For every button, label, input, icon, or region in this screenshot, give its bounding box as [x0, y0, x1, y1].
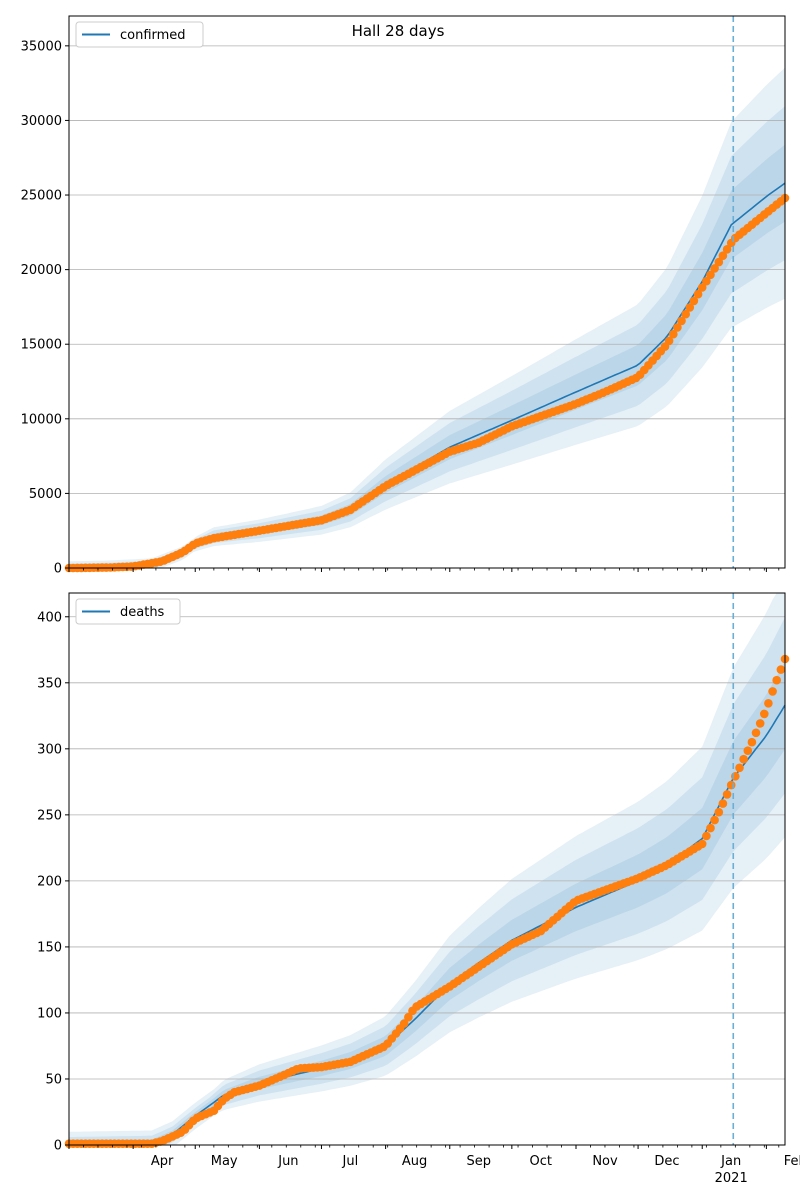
confirmed-y-tick-label: 30000 [21, 114, 62, 129]
deaths-observed-point [726, 780, 736, 790]
deaths-y-ticks: 0 50 100 150 200 250 300 350 400 [37, 610, 69, 1154]
x-month-label-apr: Apr [151, 1154, 174, 1169]
x-month-label-jul: Jul [342, 1154, 359, 1169]
deaths-observed-point [404, 1012, 413, 1022]
deaths-y-tick-label: 100 [37, 1006, 62, 1021]
confirmed-observed-point [706, 270, 715, 280]
confirmed-observed-point [664, 336, 674, 346]
deaths-band-1 [69, 661, 785, 1145]
confirmed-y-tick-label: 0 [54, 562, 62, 577]
confirmed-observed-point [677, 316, 686, 326]
deaths-observed-point [764, 699, 773, 708]
deaths-band-3 [69, 593, 785, 1145]
deaths-observed-point [706, 823, 715, 833]
confirmed-plot-frame [68, 15, 786, 569]
confirmed-observed-point [685, 303, 695, 312]
confirmed-observed-point [718, 251, 728, 260]
confirmed-observed-point [722, 245, 732, 254]
deaths-observed-point [739, 754, 748, 764]
deaths-y-tick-label: 400 [37, 610, 62, 625]
confirmed-y-ticks: 0 5000 10000 15000 20000 25000 30000 35000 [21, 39, 69, 577]
x-month-label-may: May [211, 1154, 238, 1169]
confirmed-x-ticks [68, 568, 780, 572]
deaths-plot-frame [68, 592, 786, 1146]
deaths-panel: 0 50 100 150 200 250 300 350 400 deaths Apr May Ju… [37, 592, 800, 1186]
deaths-observed-point [697, 839, 707, 849]
deaths-observed-point [772, 675, 781, 685]
deaths-observed-point [714, 807, 724, 817]
confirmed-observed-point [693, 289, 703, 299]
deaths-y-tick-label: 50 [45, 1072, 62, 1087]
deaths-observed-point [702, 831, 711, 841]
confirmed-observed-point [689, 296, 699, 306]
figure-title: Hall 28 days [352, 22, 445, 40]
confirmed-band-2 [69, 106, 785, 568]
deaths-observed-point [722, 790, 732, 799]
confirmed-legend-label: confirmed [120, 28, 186, 43]
x-month-label-oct: Oct [530, 1154, 552, 1169]
deaths-y-tick-label: 200 [37, 874, 62, 889]
deaths-observed-point [755, 719, 765, 728]
x-month-labels: Apr May Jun Jul Aug Sep Oct Nov Dec Jan Feb [151, 1154, 800, 1169]
x-month-label-jan: Jan [720, 1154, 741, 1169]
deaths-observed-point [731, 772, 740, 781]
x-month-label-dec: Dec [654, 1154, 679, 1169]
deaths-y-tick-label: 350 [37, 676, 62, 691]
x-month-label-feb: Feb [784, 1154, 800, 1169]
deaths-observed-point [718, 799, 728, 808]
x-month-label-aug: Aug [402, 1154, 427, 1169]
deaths-observed-point [760, 709, 769, 719]
x-month-label-jun: Jun [277, 1154, 298, 1169]
deaths-gridlines [69, 616, 785, 1080]
confirmed-band-1 [69, 144, 785, 568]
deaths-y-tick-label: 150 [37, 940, 62, 955]
deaths-observed-point [743, 746, 753, 755]
deaths-observed-point [710, 815, 719, 825]
deaths-observed-point [735, 763, 744, 773]
deaths-legend: deaths [75, 598, 181, 625]
confirmed-y-tick-label: 20000 [21, 263, 62, 278]
confirmed-y-tick-label: 35000 [21, 39, 62, 54]
deaths-y-tick-label: 300 [37, 742, 62, 757]
deaths-observed-point [399, 1019, 409, 1028]
confirmed-y-tick-label: 15000 [21, 338, 62, 353]
confirmed-observed-point [697, 283, 707, 292]
confirmed-observed-point [714, 257, 724, 267]
confirmed-observed-point [702, 276, 711, 286]
confirmed-gridlines [69, 45, 785, 494]
deaths-observed-point [768, 687, 777, 696]
x-month-label-sep: Sep [466, 1154, 491, 1169]
x-year-label: 2021 [715, 1171, 748, 1186]
deaths-y-tick-label: 0 [54, 1139, 62, 1154]
deaths-x-ticks [68, 1145, 780, 1149]
confirmed-observed-point [669, 329, 678, 339]
confirmed-y-tick-label: 5000 [29, 487, 62, 502]
confirmed-observed-point [673, 323, 682, 332]
confirmed-y-tick-label: 10000 [21, 412, 62, 427]
confirmed-panel: 0 5000 10000 15000 20000 25000 30000 35000 conf… [21, 15, 790, 577]
deaths-observed-points [64, 654, 790, 1148]
x-month-label-nov: Nov [592, 1154, 618, 1169]
confirmed-observed-point [681, 309, 690, 319]
deaths-observed-point [776, 665, 786, 674]
deaths-legend-label: deaths [120, 605, 165, 620]
confirmed-legend: confirmed [75, 21, 204, 48]
deaths-observed-point [751, 728, 761, 738]
confirmed-y-tick-label: 25000 [21, 189, 62, 204]
confirmed-observed-point [710, 264, 719, 273]
deaths-observed-point [747, 737, 757, 747]
deaths-y-tick-label: 250 [37, 808, 62, 823]
